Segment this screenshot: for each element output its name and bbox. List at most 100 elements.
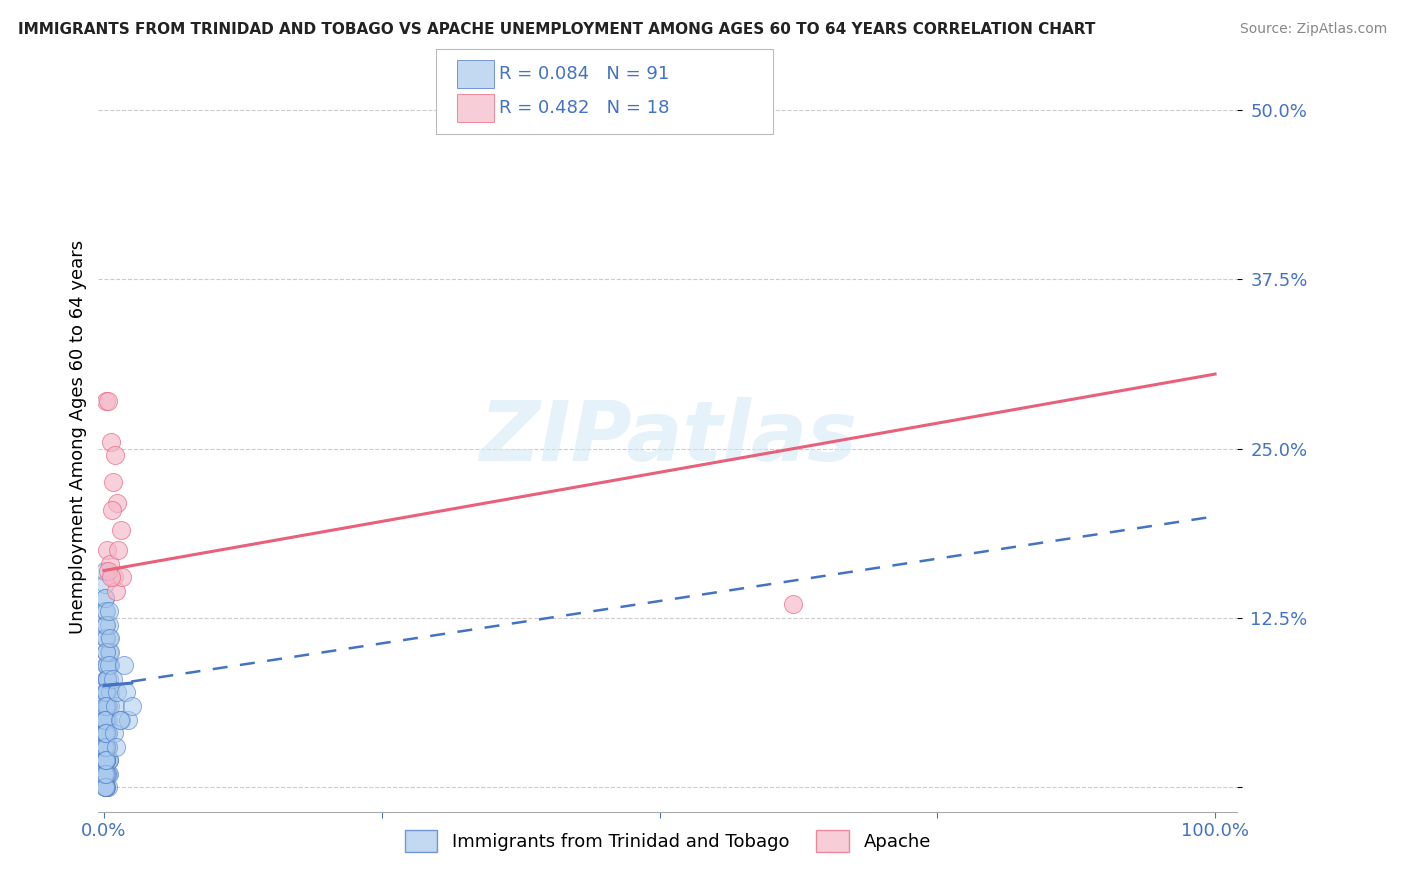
Point [94,726,117,740]
Point [96,685,118,699]
Point [103,726,125,740]
Point [96,766,118,780]
Point [96,699,118,714]
Point [98,632,121,646]
Point [96,713,118,727]
Point [97,699,120,714]
Point [94,739,117,754]
Point [94,617,117,632]
Point [121,699,143,714]
Point [98,632,121,646]
Point [94,726,117,740]
Point [94,753,117,767]
Point [94,685,117,699]
Point [94,713,117,727]
Point [96,739,118,754]
Point [97,753,120,767]
Point [93,739,115,754]
Point [94,699,117,714]
Point [98,672,121,686]
Point [97,394,120,409]
Point [96,394,118,409]
Point [105,739,128,754]
Point [97,766,120,780]
Text: IMMIGRANTS FROM TRINIDAD AND TOBAGO VS APACHE UNEMPLOYMENT AMONG AGES 60 TO 64 Y: IMMIGRANTS FROM TRINIDAD AND TOBAGO VS A… [18,22,1095,37]
Point [110,713,132,727]
Point [94,766,117,780]
Point [98,604,121,618]
Point [93,591,115,605]
Point [94,766,117,780]
Point [94,713,117,727]
Point [110,523,132,537]
Point [97,753,120,767]
Point [105,583,128,598]
Point [96,672,118,686]
Point [98,557,121,571]
Point [100,434,122,449]
Point [98,658,121,673]
Point [98,617,121,632]
Point [98,658,121,673]
Text: R = 0.482   N = 18: R = 0.482 N = 18 [499,99,669,117]
Point [96,726,118,740]
Point [97,726,120,740]
Point [94,713,117,727]
Point [96,713,118,727]
Point [96,672,118,686]
Text: R = 0.084   N = 91: R = 0.084 N = 91 [499,65,669,83]
Point [93,753,115,767]
Point [97,766,120,780]
Point [96,780,118,795]
Point [97,780,120,795]
Point [93,726,115,740]
Point [94,645,117,659]
Point [105,496,128,510]
Point [97,645,120,659]
Point [107,543,129,558]
Point [98,685,121,699]
Point [94,699,117,714]
Point [93,739,115,754]
Point [98,645,121,659]
Point [593,110,616,124]
Point [111,570,134,584]
Point [100,502,122,516]
Point [94,685,117,699]
Point [101,672,124,686]
Point [94,658,117,673]
Point [94,753,117,767]
Point [93,713,115,727]
Y-axis label: Unemployment Among Ages 60 to 64 years: Unemployment Among Ages 60 to 64 years [69,240,87,634]
Point [94,604,117,618]
Point [103,570,125,584]
Point [94,780,117,795]
Point [96,672,118,686]
Point [97,726,120,740]
Point [105,685,128,699]
Point [96,645,118,659]
Point [115,685,138,699]
Point [97,564,120,578]
Point [104,699,127,714]
Point [104,449,127,463]
Point [782,598,804,612]
Point [94,766,117,780]
Point [94,753,117,767]
Point [94,617,117,632]
Point [94,739,117,754]
Point [96,753,118,767]
Text: Source: ZipAtlas.com: Source: ZipAtlas.com [1240,22,1388,37]
Point [94,604,117,618]
Point [96,739,118,754]
Point [96,543,118,558]
Point [101,475,124,490]
Point [94,780,117,795]
Point [94,739,117,754]
Legend: Immigrants from Trinidad and Tobago, Apache: Immigrants from Trinidad and Tobago, Apa… [398,822,938,859]
Point [97,713,120,727]
Point [94,726,117,740]
Point [93,577,115,591]
Point [97,753,120,767]
Point [117,713,139,727]
